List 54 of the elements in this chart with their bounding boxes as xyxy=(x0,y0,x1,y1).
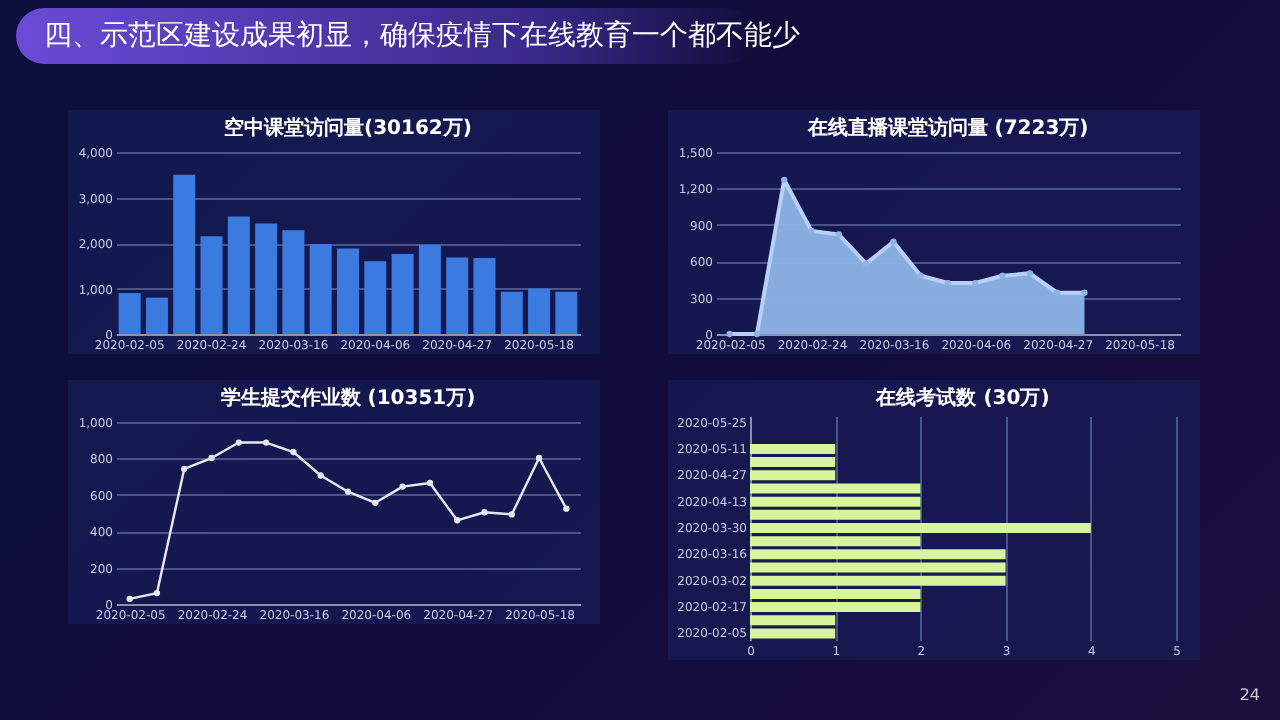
point xyxy=(781,176,788,184)
point xyxy=(917,272,924,279)
point xyxy=(535,454,543,462)
bar xyxy=(145,297,168,334)
bar xyxy=(473,258,496,334)
point xyxy=(862,260,870,267)
point xyxy=(1026,270,1034,277)
bar xyxy=(309,243,332,334)
point xyxy=(399,483,406,490)
bar xyxy=(555,291,578,334)
point xyxy=(344,488,352,495)
bar xyxy=(391,253,414,334)
point xyxy=(808,227,815,235)
chart-title: 学生提交作业数 (10351万) xyxy=(220,386,476,410)
point xyxy=(508,511,515,518)
text: 24 xyxy=(1239,686,1260,704)
point xyxy=(481,509,488,516)
chart-title: 空中课堂访问量(30162万) xyxy=(224,116,472,140)
point xyxy=(563,505,570,512)
point xyxy=(944,279,952,287)
point xyxy=(454,517,461,524)
point xyxy=(208,454,215,462)
bar xyxy=(337,248,359,334)
bar xyxy=(255,223,278,334)
chart-title: 在线直播课堂访问量 (7223万) xyxy=(805,116,1089,140)
point xyxy=(1081,289,1088,296)
point xyxy=(317,472,324,479)
point xyxy=(126,595,133,603)
point xyxy=(753,330,761,338)
chart-title: 在线考试数 (30万) xyxy=(874,385,1050,410)
point xyxy=(262,439,270,446)
point xyxy=(835,231,842,238)
point xyxy=(972,279,979,287)
point xyxy=(726,330,733,338)
bar xyxy=(200,236,223,334)
point xyxy=(181,465,188,473)
point xyxy=(890,238,897,245)
point xyxy=(372,499,379,506)
bar xyxy=(528,288,551,334)
point xyxy=(999,272,1006,279)
point xyxy=(1054,289,1061,296)
point xyxy=(426,479,434,487)
bar xyxy=(118,293,141,334)
bar xyxy=(446,257,469,334)
bar xyxy=(282,230,305,334)
point xyxy=(235,439,242,446)
point xyxy=(153,589,161,597)
bar xyxy=(500,291,523,334)
bar xyxy=(227,216,250,334)
text: 四、示范区建设成果初显，确保疫情下在线教育一个都不能少 xyxy=(42,18,800,56)
bar xyxy=(364,261,387,334)
bar xyxy=(418,244,441,334)
bar xyxy=(173,174,196,334)
point xyxy=(290,448,297,456)
